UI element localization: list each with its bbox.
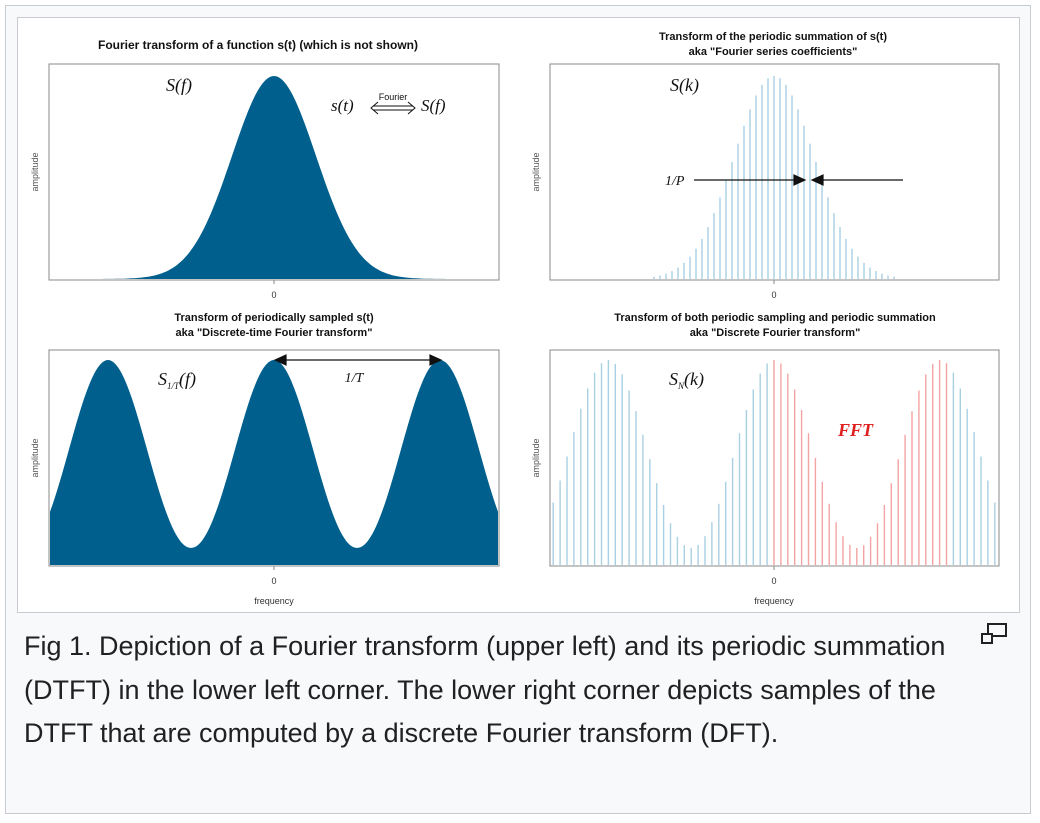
panel-title-line-1: Transform of both periodic sampling and … [614,312,936,324]
coefficient-lines [653,76,895,279]
x-axis-label: frequency [254,596,294,606]
spacing-label: 1/T [345,371,365,386]
panel-title: Fourier transform of a function s(t) (wh… [98,38,418,52]
dft-sample-lines [552,360,996,565]
function-label: SN(k) [669,369,704,391]
panel-fourier-transform: Fourier transform of a function s(t) (wh… [30,38,500,300]
y-axis-label: amplitude [30,438,40,477]
panel-dtft: Transform of periodically sampled s(t) a… [30,312,500,606]
panel-title-line-2: aka "Fourier series coefficients" [689,46,858,58]
x-tick-label: 0 [771,576,776,586]
spacing-arrows-icon [694,174,903,186]
spectrum-fill [50,360,498,565]
panel-fourier-series: Transform of the periodic summation of s… [531,31,1000,300]
spacing-label: 1/P [665,174,685,189]
x-axis-label: frequency [754,596,794,606]
y-axis-label: amplitude [531,438,541,477]
panel-title-line-1: Transform of periodically sampled s(t) [174,312,374,324]
function-label: S1/T(f) [158,369,196,391]
x-tick-label: 0 [271,576,276,586]
relation-arrow-label: Fourier [379,92,408,102]
panel-title-line-2: aka "Discrete Fourier transform" [690,327,861,339]
x-tick-label: 0 [771,290,776,300]
y-axis-label: amplitude [30,152,40,191]
fft-label: FFT [837,420,874,440]
panel-title-line-2: aka "Discrete-time Fourier transform" [176,327,373,339]
x-tick-label: 0 [271,290,276,300]
relation-left: s(t) [331,96,354,115]
function-label: S(f) [166,75,192,96]
relation-right: S(f) [421,96,446,115]
figure-image[interactable]: Fourier transform of a function s(t) (wh… [17,17,1020,613]
figure-caption: Fig 1. Depiction of a Fourier transform … [24,631,946,748]
double-arrow-icon [370,101,416,115]
fourier-diagram: Fourier transform of a function s(t) (wh… [30,31,1000,606]
period-arrows-icon [273,354,443,366]
enlarge-icon[interactable] [978,622,1012,648]
y-axis-label: amplitude [531,152,541,191]
panel-dft: Transform of both periodic sampling and … [531,312,1000,606]
panel-title-line-1: Transform of the periodic summation of s… [659,31,887,43]
spectrum-fill [50,76,498,279]
function-label: S(k) [670,75,699,96]
